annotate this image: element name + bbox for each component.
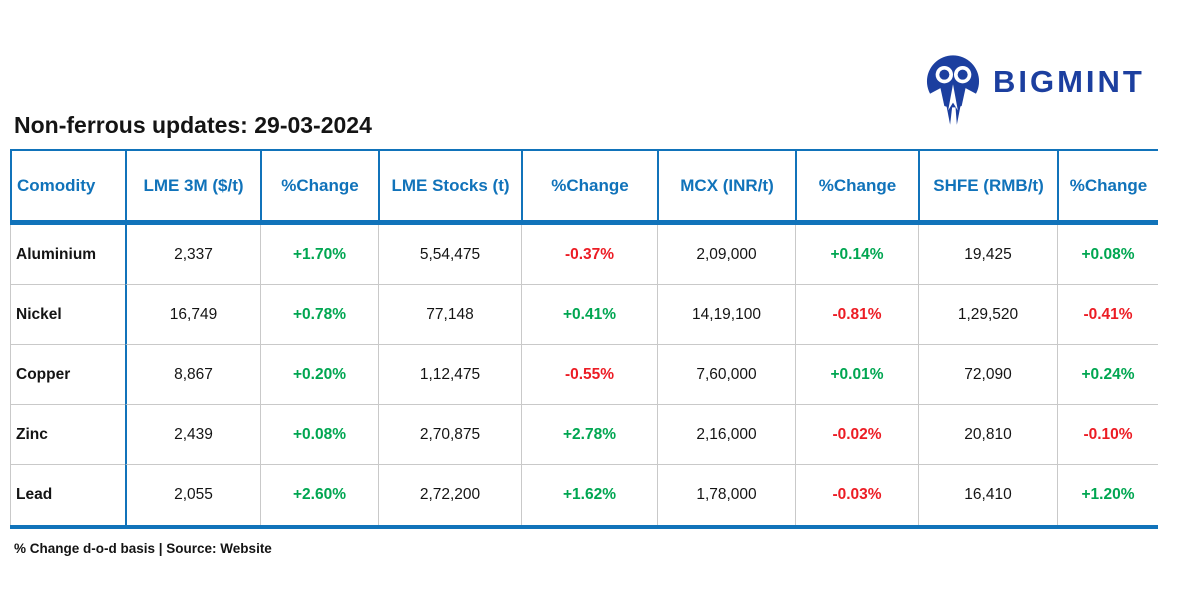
col-header-mcx-change: %Change	[795, 151, 918, 225]
value-cell: 2,337	[125, 225, 260, 285]
value-cell: 14,19,100	[657, 285, 795, 345]
change-value: -0.37%	[521, 225, 657, 285]
value-cell: 16,410	[918, 465, 1057, 525]
value-cell: 1,78,000	[657, 465, 795, 525]
change-value: +0.41%	[521, 285, 657, 345]
change-value: +2.60%	[260, 465, 378, 525]
value-cell: 1,12,475	[378, 345, 521, 405]
bigmint-logo: BIGMINT	[926, 55, 1145, 129]
value-cell: 2,055	[125, 465, 260, 525]
col-header-shfe: SHFE (RMB/t)	[918, 151, 1057, 225]
value-cell: 2,70,875	[378, 405, 521, 465]
value-cell: 8,867	[125, 345, 260, 405]
col-header-lme-stocks: LME Stocks (t)	[378, 151, 521, 225]
brand-name: BIGMINT	[993, 64, 1145, 99]
commodity-name: Nickel	[10, 285, 125, 345]
change-value: +1.20%	[1057, 465, 1158, 525]
value-cell: 72,090	[918, 345, 1057, 405]
change-value: +0.08%	[1057, 225, 1158, 285]
col-header-lme-3m: LME 3M ($/t)	[125, 151, 260, 225]
change-value: +0.24%	[1057, 345, 1158, 405]
commodity-name: Zinc	[10, 405, 125, 465]
change-value: -0.55%	[521, 345, 657, 405]
col-header-shfe-change: %Change	[1057, 151, 1158, 225]
value-cell: 2,72,200	[378, 465, 521, 525]
value-cell: 5,54,475	[378, 225, 521, 285]
change-value: +0.20%	[260, 345, 378, 405]
col-header-lme-change: %Change	[260, 151, 378, 225]
value-cell: 2,439	[125, 405, 260, 465]
value-cell: 2,16,000	[657, 405, 795, 465]
change-value: -0.02%	[795, 405, 918, 465]
change-value: +1.62%	[521, 465, 657, 525]
commodity-name: Copper	[10, 345, 125, 405]
value-cell: 77,148	[378, 285, 521, 345]
commodity-name: Lead	[10, 465, 125, 525]
value-cell: 2,09,000	[657, 225, 795, 285]
commodity-name: Aluminium	[10, 225, 125, 285]
bigmint-people-icon	[926, 55, 980, 125]
change-value: -0.41%	[1057, 285, 1158, 345]
col-header-commodity: Comodity	[10, 151, 125, 225]
page-title: Non-ferrous updates: 29-03-2024	[14, 112, 372, 138]
value-cell: 20,810	[918, 405, 1057, 465]
change-value: -0.03%	[795, 465, 918, 525]
value-cell: 19,425	[918, 225, 1057, 285]
change-value: +0.78%	[260, 285, 378, 345]
change-value: -0.81%	[795, 285, 918, 345]
change-value: +0.14%	[795, 225, 918, 285]
col-header-stocks-change: %Change	[521, 151, 657, 225]
value-cell: 7,60,000	[657, 345, 795, 405]
footnote: % Change d-o-d basis | Source: Website	[14, 541, 272, 556]
change-value: +0.08%	[260, 405, 378, 465]
change-value: -0.10%	[1057, 405, 1158, 465]
value-cell: 16,749	[125, 285, 260, 345]
value-cell: 1,29,520	[918, 285, 1057, 345]
change-value: +1.70%	[260, 225, 378, 285]
change-value: +0.01%	[795, 345, 918, 405]
change-value: +2.78%	[521, 405, 657, 465]
nonferrous-price-table: Comodity LME 3M ($/t) %Change LME Stocks…	[10, 149, 1158, 529]
col-header-mcx: MCX (INR/t)	[657, 151, 795, 225]
